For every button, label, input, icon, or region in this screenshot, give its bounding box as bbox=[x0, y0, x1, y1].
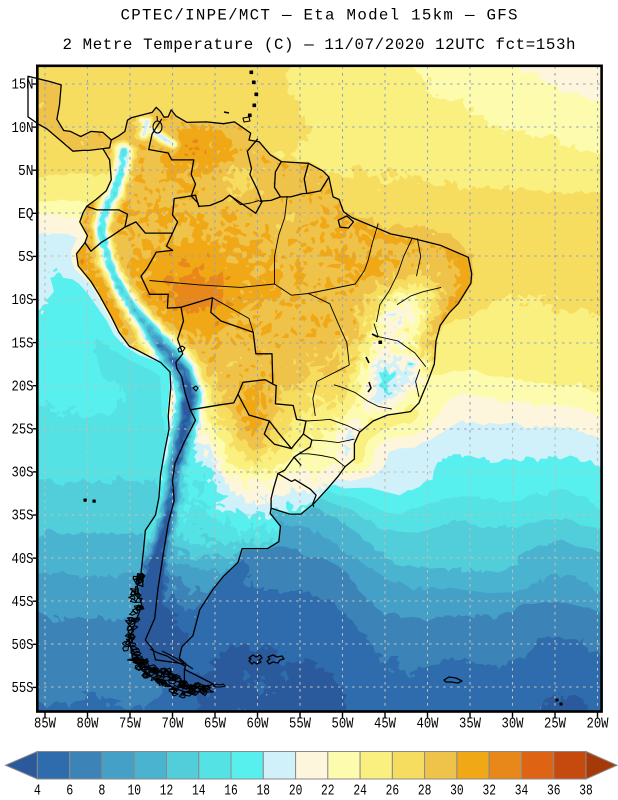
svg-text:14: 14 bbox=[192, 782, 206, 800]
svg-text:85W: 85W bbox=[34, 717, 56, 733]
svg-text:18: 18 bbox=[257, 782, 271, 800]
svg-text:45W: 45W bbox=[374, 717, 396, 733]
svg-text:20S: 20S bbox=[12, 379, 34, 395]
svg-text:50W: 50W bbox=[332, 717, 354, 733]
svg-text:55S: 55S bbox=[12, 681, 34, 697]
svg-text:50S: 50S bbox=[12, 638, 34, 654]
svg-text:36: 36 bbox=[547, 782, 561, 800]
svg-text:60W: 60W bbox=[247, 717, 269, 733]
svg-text:40S: 40S bbox=[12, 552, 34, 568]
svg-text:75W: 75W bbox=[119, 717, 141, 733]
svg-text:45S: 45S bbox=[12, 595, 34, 611]
svg-text:10N: 10N bbox=[12, 121, 34, 137]
svg-text:38: 38 bbox=[579, 782, 593, 800]
svg-text:34: 34 bbox=[515, 782, 529, 800]
svg-text:EQ: EQ bbox=[18, 207, 34, 223]
svg-text:25W: 25W bbox=[544, 717, 566, 733]
svg-text:30: 30 bbox=[450, 782, 464, 800]
svg-text:26: 26 bbox=[386, 782, 400, 800]
svg-text:4: 4 bbox=[34, 782, 41, 800]
svg-text:8: 8 bbox=[98, 782, 105, 800]
svg-text:55W: 55W bbox=[289, 717, 311, 733]
svg-text:20W: 20W bbox=[587, 717, 609, 733]
svg-text:16: 16 bbox=[224, 782, 238, 800]
svg-text:32: 32 bbox=[482, 782, 496, 800]
svg-text:10S: 10S bbox=[12, 293, 34, 309]
svg-text:40W: 40W bbox=[417, 717, 439, 733]
svg-text:5S: 5S bbox=[18, 250, 34, 266]
svg-text:35W: 35W bbox=[459, 717, 481, 733]
svg-text:30S: 30S bbox=[12, 466, 34, 482]
svg-text:6: 6 bbox=[66, 782, 73, 800]
svg-text:28: 28 bbox=[418, 782, 432, 800]
svg-text:70W: 70W bbox=[162, 717, 184, 733]
svg-text:35S: 35S bbox=[12, 509, 34, 525]
svg-text:15N: 15N bbox=[12, 78, 34, 94]
svg-text:12: 12 bbox=[160, 782, 174, 800]
svg-text:25S: 25S bbox=[12, 423, 34, 439]
svg-text:65W: 65W bbox=[204, 717, 226, 733]
svg-text:5N: 5N bbox=[18, 164, 34, 180]
svg-text:20: 20 bbox=[289, 782, 303, 800]
svg-text:30W: 30W bbox=[502, 717, 524, 733]
svg-text:2 Metre Temperature (C) — 11/0: 2 Metre Temperature (C) — 11/07/2020 12U… bbox=[63, 36, 576, 54]
svg-text:80W: 80W bbox=[77, 717, 99, 733]
svg-text:15S: 15S bbox=[12, 336, 34, 352]
svg-text:24: 24 bbox=[353, 782, 367, 800]
svg-text:22: 22 bbox=[321, 782, 335, 800]
svg-text:CPTEC/INPE/MCT — Eta Model 15: CPTEC/INPE/MCT — Eta Model 15km — GFS bbox=[121, 7, 518, 25]
svg-text:10: 10 bbox=[127, 782, 141, 800]
